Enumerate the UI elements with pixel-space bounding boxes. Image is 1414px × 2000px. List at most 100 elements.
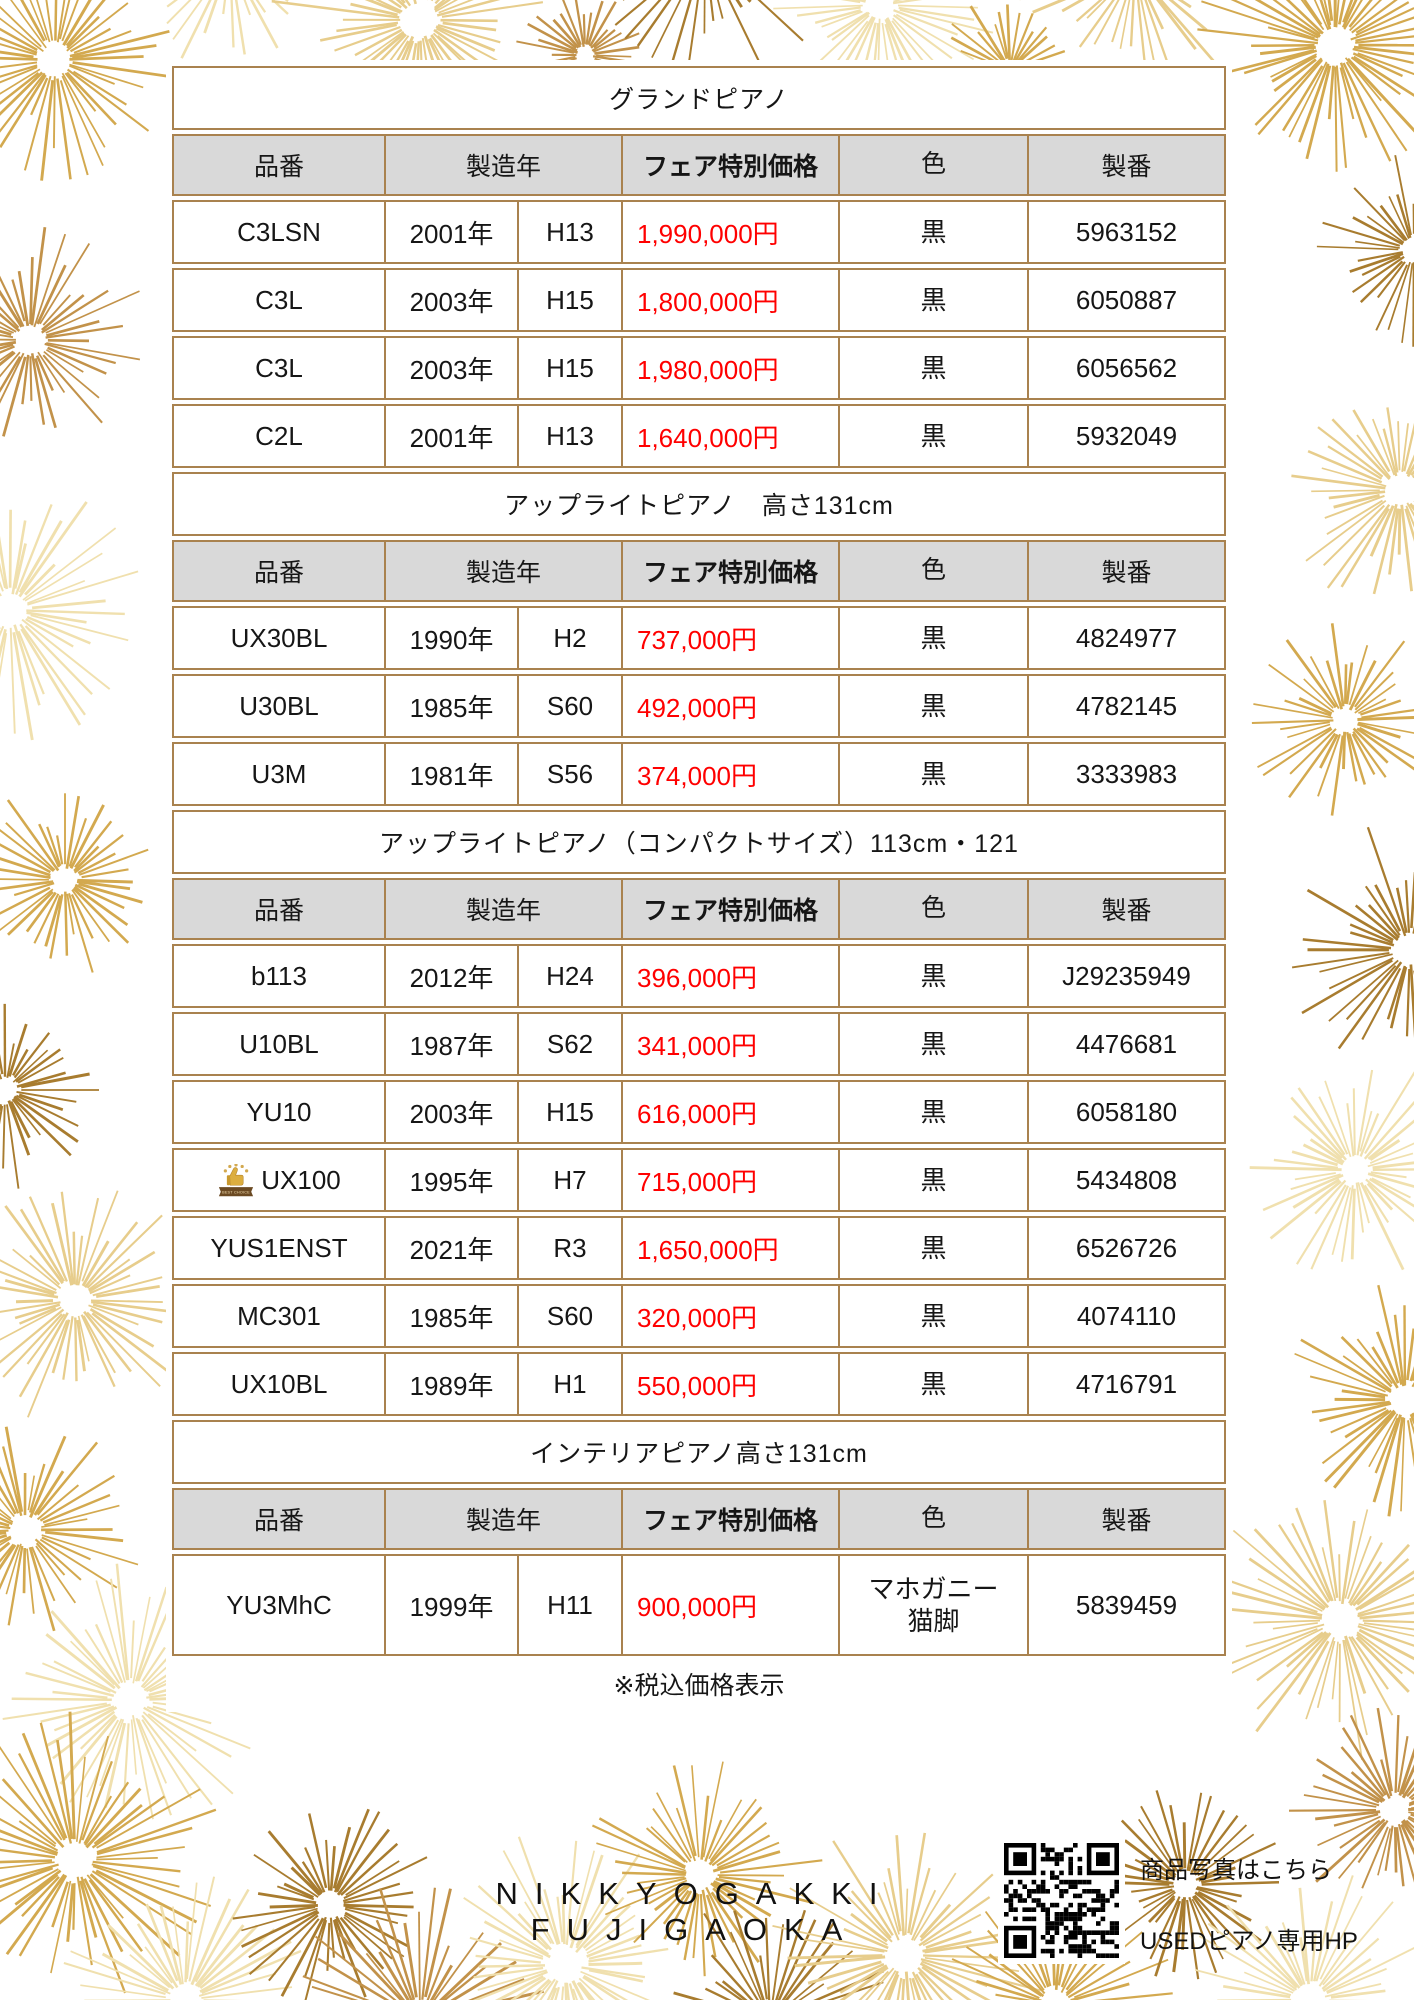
era-cell: H15: [517, 268, 623, 332]
piano-row: YUS1ENST 2021年 R3 1,650,000円黒 6526726: [172, 1216, 1226, 1280]
price-cell: 492,000円: [621, 674, 840, 738]
serial-cell: 4716791: [1027, 1352, 1226, 1416]
model-label: b113: [251, 960, 307, 991]
color-cell: 黒: [838, 606, 1029, 670]
color-cell: 黒: [838, 1216, 1029, 1280]
model-cell: C3L: [172, 336, 386, 400]
column-header-serial: 製番: [1027, 1488, 1226, 1550]
model-cell: C3L: [172, 268, 386, 332]
serial-cell: 5963152: [1027, 200, 1226, 264]
model-label: C3L: [255, 352, 303, 383]
piano-row: U30BL 1985年 S60 492,000円黒 4782145: [172, 674, 1226, 738]
piano-row: YU10 2003年 H15 616,000円黒 6058180: [172, 1080, 1226, 1144]
price-cell: 1,800,000円: [621, 268, 840, 332]
svg-text:BEST CHOICE: BEST CHOICE: [222, 1190, 250, 1194]
qr-caption-photos: 商品写真はこちら: [1140, 1857, 1332, 1884]
price-cell: 374,000円: [621, 742, 840, 806]
color-cell: 黒: [838, 1352, 1029, 1416]
era-cell: H24: [517, 944, 623, 1008]
era-cell: S56: [517, 742, 623, 806]
column-header-model: 品番: [172, 878, 386, 940]
piano-row: UX10BL 1989年 H1 550,000円黒 4716791: [172, 1352, 1226, 1416]
column-header-model: 品番: [172, 134, 386, 196]
era-cell: H15: [517, 1080, 623, 1144]
era-cell: S62: [517, 1012, 623, 1076]
price-cell: 737,000円: [621, 606, 840, 670]
serial-cell: J29235949: [1027, 944, 1226, 1008]
piano-row: b113 2012年 H24 396,000円黒 J29235949: [172, 944, 1226, 1008]
price-cell: 1,980,000円: [621, 336, 840, 400]
era-cell: H2: [517, 606, 623, 670]
model-cell: YU10: [172, 1080, 386, 1144]
model-label: U10BL: [239, 1028, 319, 1059]
piano-row: UX30BL 1990年 H2 737,000円黒 4824977: [172, 606, 1226, 670]
piano-row: U3M 1981年 S56 374,000円黒 3333983: [172, 742, 1226, 806]
color-cell: 黒: [838, 1284, 1029, 1348]
piano-row: C3LSN 2001年 H13 1,990,000円黒 5963152: [172, 200, 1226, 264]
year-cell: 1989年: [384, 1352, 519, 1416]
piano-row: C2L 2001年 H13 1,640,000円黒 5932049: [172, 404, 1226, 468]
shop-name: NIKKYOGAKKI FUJIGAOKA: [300, 1876, 1090, 1948]
section-title-row: インテリアピアノ高さ131cm: [172, 1420, 1226, 1484]
price-cell: 900,000円: [621, 1554, 840, 1656]
column-header-color: 色: [838, 134, 1029, 196]
year-cell: 1995年: [384, 1148, 519, 1212]
year-cell: 1987年: [384, 1012, 519, 1076]
price-cell: 320,000円: [621, 1284, 840, 1348]
column-header-year: 製造年: [384, 878, 623, 940]
column-header-year: 製造年: [384, 540, 623, 602]
serial-cell: 5434808: [1027, 1148, 1226, 1212]
piano-price-table: グランドピアノ 品番 製造年 フェア特別価格色製番 C3LSN 2001年 H13 1,990…: [172, 66, 1226, 1656]
model-label: YUS1ENST: [210, 1232, 348, 1263]
model-label: BEST CHOICE UX100: [217, 1163, 341, 1197]
serial-cell: 4782145: [1027, 674, 1226, 738]
price-cell: 341,000円: [621, 1012, 840, 1076]
year-cell: 2021年: [384, 1216, 519, 1280]
price-cell: 1,640,000円: [621, 404, 840, 468]
year-cell: 1990年: [384, 606, 519, 670]
year-cell: 2001年: [384, 200, 519, 264]
price-cell: 616,000円: [621, 1080, 840, 1144]
serial-cell: 5932049: [1027, 404, 1226, 468]
piano-row: MC301 1985年 S60 320,000円黒 4074110: [172, 1284, 1226, 1348]
serial-cell: 4824977: [1027, 606, 1226, 670]
era-cell: H11: [517, 1554, 623, 1656]
column-header-row: 品番 製造年 フェア特別価格色製番: [172, 1488, 1226, 1550]
section-title: インテリアピアノ高さ131cm: [172, 1420, 1226, 1484]
qr-captions: 商品写真はこちら USEDピアノ専用HP: [1140, 1850, 1410, 1956]
model-cell: MC301: [172, 1284, 386, 1348]
serial-cell: 4476681: [1027, 1012, 1226, 1076]
color-cell: 黒: [838, 268, 1029, 332]
model-cell: b113: [172, 944, 386, 1008]
qr-caption-website: USEDピアノ専用HP: [1140, 1928, 1358, 1955]
serial-cell: 3333983: [1027, 742, 1226, 806]
price-cell: 1,990,000円: [621, 200, 840, 264]
column-header-model: 品番: [172, 1488, 386, 1550]
price-cell: 1,650,000円: [621, 1216, 840, 1280]
column-header-price: フェア特別価格: [621, 878, 840, 940]
price-cell: 715,000円: [621, 1148, 840, 1212]
section-title: アップライトピアノ（コンパクトサイズ）113cm・121: [172, 810, 1226, 874]
model-label: C3LSN: [237, 216, 321, 247]
era-cell: H7: [517, 1148, 623, 1212]
piano-row: BEST CHOICE UX100 1995年 H7 715,000円黒 5434808: [172, 1148, 1226, 1212]
color-cell: 黒: [838, 1012, 1029, 1076]
model-cell: U30BL: [172, 674, 386, 738]
shop-name-line1: NIKKYOGAKKI: [495, 1876, 895, 1911]
price-cell: 550,000円: [621, 1352, 840, 1416]
era-cell: H15: [517, 336, 623, 400]
model-label: U30BL: [239, 690, 319, 721]
shop-name-line2: FUJIGAOKA: [530, 1912, 860, 1947]
serial-cell: 6056562: [1027, 336, 1226, 400]
tax-note: ※税込価格表示: [613, 1672, 785, 1700]
column-header-year: 製造年: [384, 1488, 623, 1550]
color-cell: 黒: [838, 404, 1029, 468]
model-cell: C2L: [172, 404, 386, 468]
model-cell: U3M: [172, 742, 386, 806]
year-cell: 2003年: [384, 1080, 519, 1144]
model-cell: BEST CHOICE UX100: [172, 1148, 386, 1212]
column-header-serial: 製番: [1027, 540, 1226, 602]
best-choice-badge-icon: BEST CHOICE: [217, 1163, 255, 1197]
piano-row: U10BL 1987年 S62 341,000円黒 4476681: [172, 1012, 1226, 1076]
